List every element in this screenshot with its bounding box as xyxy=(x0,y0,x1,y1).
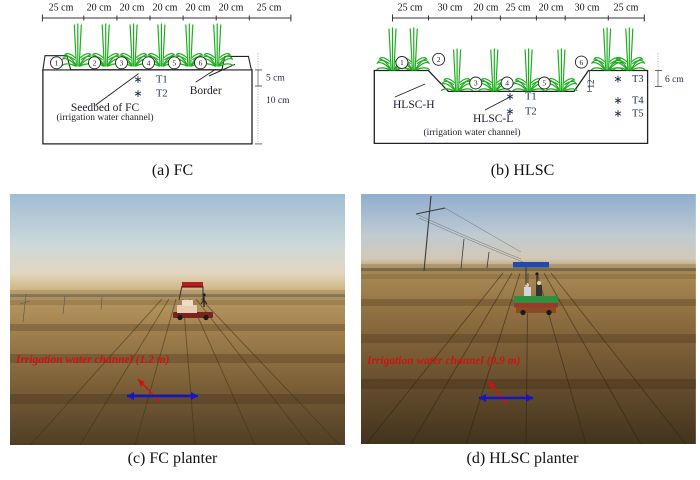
svg-text:25 cm: 25 cm xyxy=(614,3,639,14)
svg-text:5: 5 xyxy=(172,59,176,68)
svg-text:20 cm: 20 cm xyxy=(539,3,564,14)
svg-text:6: 6 xyxy=(199,59,203,68)
svg-text:20 cm: 20 cm xyxy=(153,3,178,14)
svg-text:5: 5 xyxy=(542,79,546,88)
svg-text:T4: T4 xyxy=(632,96,644,107)
svg-text:∗: ∗ xyxy=(133,74,142,86)
svg-text:2: 2 xyxy=(437,55,441,64)
svg-text:T5: T5 xyxy=(632,109,644,120)
svg-text:20 cm: 20 cm xyxy=(87,3,112,14)
svg-text:20 cm: 20 cm xyxy=(120,3,145,14)
svg-text:∗: ∗ xyxy=(133,88,142,100)
svg-text:20 cm: 20 cm xyxy=(474,3,499,14)
svg-text:20 cm: 20 cm xyxy=(186,3,211,14)
svg-text:10 cm: 10 cm xyxy=(266,96,290,106)
svg-text:T1: T1 xyxy=(525,92,537,103)
svg-text:5 cm: 5 cm xyxy=(266,74,285,84)
svg-text:T2: T2 xyxy=(156,89,168,100)
svg-text:30 cm: 30 cm xyxy=(438,3,463,14)
svg-text:T1: T1 xyxy=(156,75,168,86)
svg-text:25 cm: 25 cm xyxy=(257,3,282,14)
svg-text:25 cm: 25 cm xyxy=(506,3,531,14)
svg-text:T3: T3 xyxy=(632,74,644,85)
svg-text:∗: ∗ xyxy=(613,108,622,120)
svg-text:1: 1 xyxy=(55,59,59,68)
svg-text:Irrigation water channel (1.2: Irrigation water channel (1.2 m) xyxy=(15,354,170,366)
svg-text:Border: Border xyxy=(190,85,222,97)
svg-text:∗: ∗ xyxy=(505,106,514,118)
svg-text:Irrigation water channel (0.9: Irrigation water channel (0.9 m) xyxy=(366,355,521,367)
svg-text:3: 3 xyxy=(120,59,124,68)
svg-text:HLSC-H: HLSC-H xyxy=(393,99,435,111)
svg-text:20 cm: 20 cm xyxy=(219,3,244,14)
svg-text:∗: ∗ xyxy=(613,74,622,86)
svg-text:(irrigation water channel): (irrigation water channel) xyxy=(56,112,153,123)
svg-text:4: 4 xyxy=(505,79,509,88)
svg-text:∗: ∗ xyxy=(505,91,514,103)
svg-text:T2: T2 xyxy=(525,107,537,118)
svg-text:(irrigation water channel): (irrigation water channel) xyxy=(423,127,520,138)
svg-text:6: 6 xyxy=(580,58,584,67)
svg-text:12: 12 xyxy=(586,80,596,89)
svg-text:2: 2 xyxy=(93,59,97,68)
svg-text:30 cm: 30 cm xyxy=(575,3,600,14)
svg-text:3: 3 xyxy=(474,79,478,88)
svg-text:1: 1 xyxy=(400,58,404,67)
svg-text:25 cm: 25 cm xyxy=(398,3,423,14)
svg-text:6 cm: 6 cm xyxy=(665,75,684,85)
svg-text:∗: ∗ xyxy=(613,95,622,107)
svg-text:25 cm: 25 cm xyxy=(49,3,74,14)
svg-text:4: 4 xyxy=(147,59,151,68)
